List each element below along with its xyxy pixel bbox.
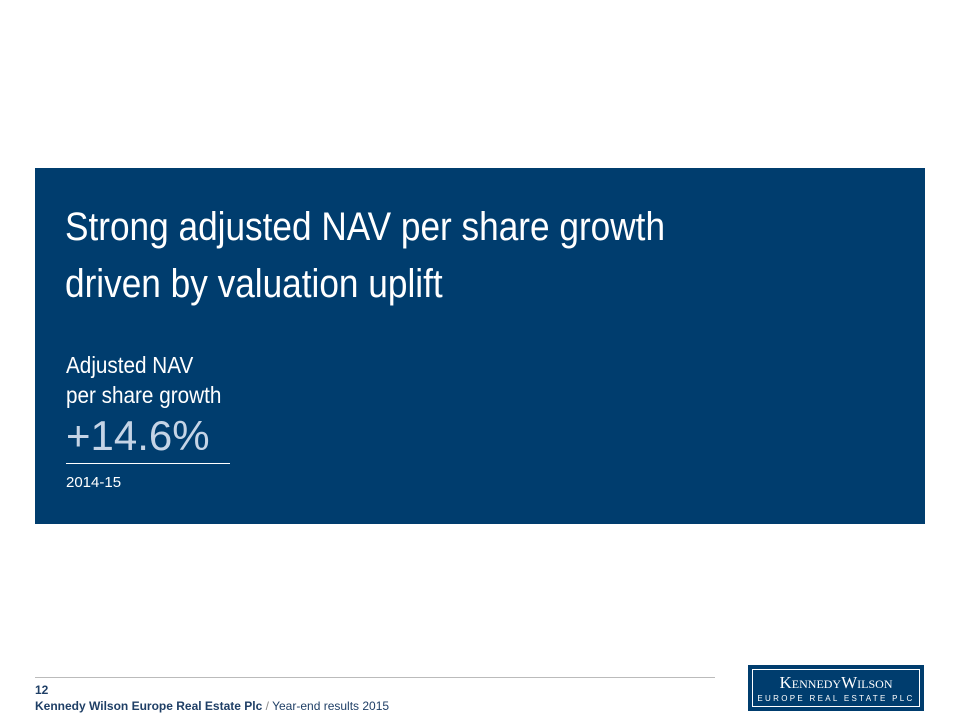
period: 2014-15: [66, 474, 122, 491]
company: Kennedy Wilson Europe Real Estate Plc: [35, 699, 263, 713]
logo-sub: EUROPE REAL ESTATE PLC: [757, 694, 915, 703]
metric-label: Adjusted NAV: [66, 352, 194, 378]
separator: /: [265, 699, 269, 713]
title-line: driven by valuation uplift: [65, 262, 443, 306]
metric-value: +14.6%: [66, 412, 210, 459]
title-line: Strong adjusted NAV per share growth: [65, 205, 666, 249]
logo-name: KennedyWilson: [779, 673, 893, 692]
footer-text: Kennedy Wilson Europe Real Estate Plc / …: [35, 699, 389, 713]
metric-label: per share growth: [66, 382, 222, 408]
panel: [35, 168, 925, 524]
document: Year-end results 2015: [272, 699, 390, 713]
page-number: 12: [35, 683, 49, 697]
logo: KennedyWilson EUROPE REAL ESTATE PLC: [748, 665, 924, 711]
divider: [66, 463, 230, 464]
footer-rule: [35, 677, 715, 678]
